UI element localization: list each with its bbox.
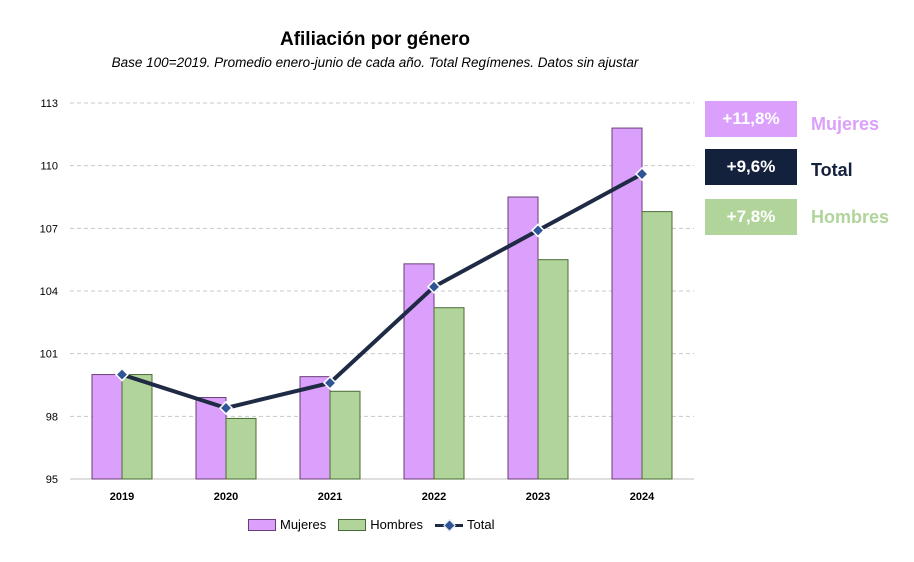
legend-label-mujeres: Mujeres [280,517,327,532]
x-tick-label-2019: 2019 [110,491,134,503]
point-total-2023 [530,223,546,238]
bar-hombres-2023 [537,259,569,480]
legend-swatch-total [435,520,463,530]
y-tick-label-113: 113 [40,98,58,110]
bar-hombres-2021 [329,390,361,480]
y-tick-label-98: 98 [46,411,58,423]
x-tick-label-2022: 2022 [422,491,446,503]
badge-hombres: +7,8% [705,199,797,235]
point-total-2019 [114,367,130,382]
y-tick-label-95: 95 [46,474,58,486]
badge-mujeres: +11,8% [705,101,797,137]
x-tick-label-2020: 2020 [214,491,238,503]
bar-hombres-2022 [433,307,465,480]
legend-label-total: Total [467,517,495,532]
x-tick-label-2021: 2021 [318,491,342,503]
legend-swatch-mujeres [248,518,276,531]
badge-label-mujeres: Mujeres [811,114,880,134]
badge-label-hombres: Hombres [811,207,890,227]
chart-legend: Mujeres Hombres Total [248,517,506,532]
point-total-2022 [426,279,442,294]
bar-hombres-2020 [225,417,257,480]
bar-mujeres-2022 [403,263,435,480]
point-total-2024 [634,166,650,182]
legend-item-total: Total [435,517,494,532]
chart-title: Afiliación por género [279,29,471,50]
y-tick-label-101: 101 [40,349,58,361]
bar-mujeres-2024 [611,127,643,480]
chart-subtitle: Base 100=2019. Promedio enero-junio de c… [111,55,639,70]
badge-total: +9,6% [705,149,797,185]
legend-item-mujeres: Mujeres [248,517,326,532]
legend-label-hombres: Hombres [370,517,423,532]
legend-swatch-hombres [338,518,367,531]
bar-mujeres-2019 [91,374,123,480]
y-tick-label-110: 110 [40,161,58,173]
x-tick-label-2023: 2023 [526,491,550,503]
badge-label-total: Total [811,160,853,180]
point-total-2021 [322,375,338,390]
y-tick-label-107: 107 [40,223,58,235]
line-total [121,172,643,410]
point-total-2020 [218,400,234,416]
bar-mujeres-2020 [195,397,227,480]
x-tick-label-2024: 2024 [630,491,655,503]
legend-item-hombres: Hombres [338,517,423,532]
y-tick-label-104: 104 [40,286,58,298]
bar-mujeres-2021 [299,376,331,480]
bar-hombres-2019 [121,374,153,480]
bar-hombres-2024 [641,211,673,480]
